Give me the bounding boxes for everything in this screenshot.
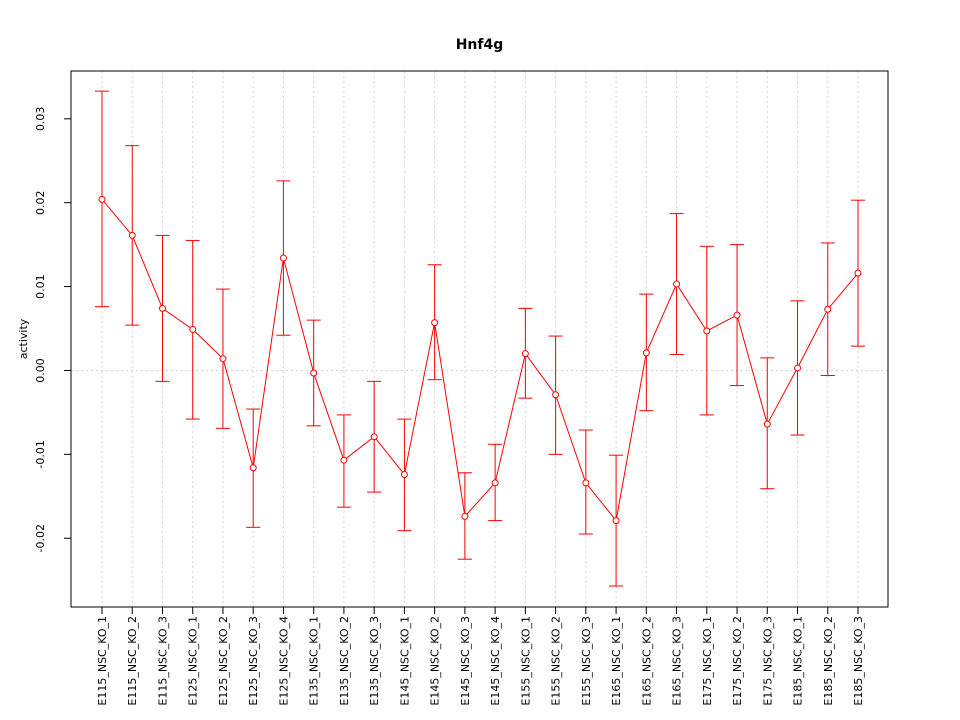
x-tick-label: E155_NSC_KO_1 xyxy=(519,616,532,706)
data-point xyxy=(219,355,227,363)
x-tick-label: E175_NSC_KO_3 xyxy=(761,616,774,706)
x-tick-label: E125_NSC_KO_4 xyxy=(277,616,290,706)
x-tick-label: E125_NSC_KO_3 xyxy=(247,616,260,706)
x-tick-label: E125_NSC_KO_1 xyxy=(187,616,200,706)
x-tick-label: E145_NSC_KO_4 xyxy=(489,616,502,706)
data-point xyxy=(491,479,499,487)
data-point xyxy=(400,470,408,478)
y-tick-label: 0.02 xyxy=(34,190,47,215)
chart-title: Hnf4g xyxy=(456,37,504,53)
x-tick-label: E125_NSC_KO_2 xyxy=(217,616,230,706)
data-point xyxy=(310,369,318,377)
x-tick-label: E115_NSC_KO_1 xyxy=(96,616,109,706)
x-tick-label: E175_NSC_KO_2 xyxy=(731,616,744,706)
x-tick-label: E135_NSC_KO_2 xyxy=(338,616,351,706)
x-tick-label: E175_NSC_KO_1 xyxy=(701,616,714,706)
series-line xyxy=(101,198,859,522)
x-tick-label: E155_NSC_KO_2 xyxy=(550,616,563,706)
data-point xyxy=(794,364,802,372)
data-point xyxy=(824,305,832,313)
data-point xyxy=(189,325,197,333)
data-point xyxy=(98,195,106,203)
y-tick-label: 0.01 xyxy=(34,274,47,299)
data-point xyxy=(128,231,136,239)
data-point xyxy=(552,391,560,399)
data-point xyxy=(582,479,590,487)
data-point xyxy=(854,269,862,277)
x-tick-label: E185_NSC_KO_1 xyxy=(792,616,805,706)
x-tick-label: E135_NSC_KO_3 xyxy=(368,616,381,706)
y-tick-label: 0.03 xyxy=(34,107,47,132)
x-tick-label: E185_NSC_KO_2 xyxy=(822,616,835,706)
x-tick-label: E165_NSC_KO_2 xyxy=(640,616,653,706)
x-tick-label: E115_NSC_KO_2 xyxy=(126,616,139,706)
data-point xyxy=(340,456,348,464)
x-tick-label: E155_NSC_KO_3 xyxy=(580,616,593,706)
data-point xyxy=(703,327,711,335)
data-point xyxy=(521,350,529,358)
y-tick-label: -0.02 xyxy=(34,524,47,552)
y-tick-label: 0.00 xyxy=(34,358,47,383)
plot-frame xyxy=(70,70,889,608)
data-point xyxy=(673,280,681,288)
data-point xyxy=(431,319,439,327)
data-point xyxy=(279,254,287,262)
data-point xyxy=(642,349,650,357)
data-point xyxy=(612,517,620,525)
y-axis-title: activity xyxy=(17,318,30,359)
data-point xyxy=(733,311,741,319)
y-axis: -0.02 -0.01 0.00 0.01 0.02 0.03 xyxy=(34,107,72,552)
x-axis: E115_NSC_KO_1 E115_NSC_KO_2 E115_NSC_KO_3 E… xyxy=(96,606,865,706)
grid-lines xyxy=(101,71,859,607)
data-point xyxy=(158,304,166,312)
data-point xyxy=(461,512,469,520)
x-tick-label: E145_NSC_KO_2 xyxy=(429,616,442,706)
x-tick-label: E145_NSC_KO_3 xyxy=(459,616,472,706)
y-tick-label: -0.01 xyxy=(34,440,47,468)
x-tick-label: E165_NSC_KO_3 xyxy=(671,616,684,706)
data-point xyxy=(370,433,378,441)
x-tick-label: E145_NSC_KO_1 xyxy=(398,616,411,706)
data-point xyxy=(249,464,257,472)
data-point xyxy=(763,420,771,428)
x-tick-label: E185_NSC_KO_3 xyxy=(852,616,865,706)
x-tick-label: E165_NSC_KO_1 xyxy=(610,616,623,706)
x-tick-label: E135_NSC_KO_1 xyxy=(308,616,321,706)
x-tick-label: E115_NSC_KO_3 xyxy=(156,616,169,706)
series-layer xyxy=(95,90,865,587)
